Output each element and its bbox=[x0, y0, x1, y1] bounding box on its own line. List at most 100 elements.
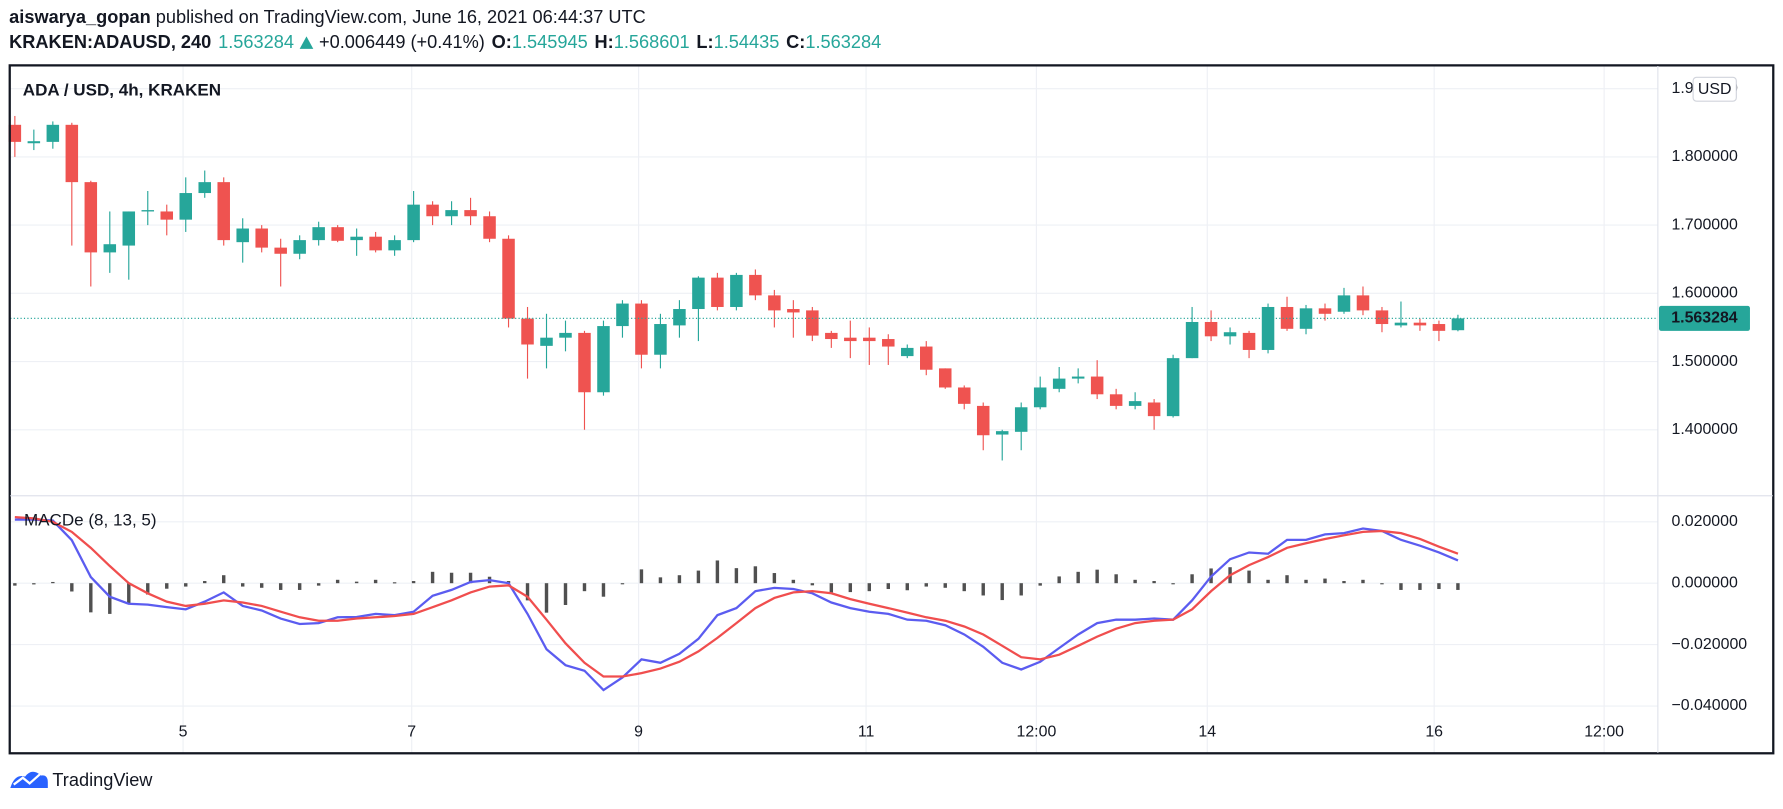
candle-body bbox=[141, 210, 155, 212]
l-label: L: bbox=[696, 32, 713, 52]
candle-body bbox=[350, 236, 363, 241]
histogram-bar bbox=[392, 582, 397, 584]
candle-body bbox=[483, 216, 496, 239]
histogram-bar bbox=[1285, 575, 1289, 584]
histogram-bar bbox=[1076, 571, 1080, 584]
histogram-bar bbox=[108, 583, 112, 614]
last-price: 1.563284 bbox=[218, 32, 294, 52]
candle-body bbox=[8, 124, 22, 142]
candle-body bbox=[1413, 322, 1427, 326]
histogram-bar bbox=[1038, 583, 1042, 586]
histogram-bar bbox=[981, 583, 985, 596]
histogram-bar bbox=[1190, 574, 1194, 584]
histogram-bar bbox=[620, 583, 625, 585]
histogram-bar bbox=[544, 583, 549, 613]
candle-body bbox=[901, 347, 914, 357]
histogram-bar bbox=[373, 579, 378, 584]
histogram-bar bbox=[1418, 583, 1422, 590]
c-label: C: bbox=[786, 32, 805, 52]
candle-body bbox=[957, 387, 971, 404]
chart-frame bbox=[8, 64, 1775, 755]
candle-body bbox=[844, 337, 857, 342]
candle-body bbox=[673, 309, 686, 326]
candle-body bbox=[920, 346, 933, 370]
candle-body bbox=[1052, 378, 1066, 389]
candle-body bbox=[1090, 376, 1104, 395]
symbol: KRAKEN:ADAUSD, 240 bbox=[9, 32, 211, 52]
candle-body bbox=[976, 405, 990, 436]
histogram-bar bbox=[1304, 579, 1308, 584]
histogram-bar bbox=[1133, 579, 1137, 584]
histogram-bar bbox=[734, 568, 739, 584]
currency-label: USD bbox=[1698, 81, 1732, 98]
macd-line bbox=[14, 515, 1459, 678]
candle-body bbox=[521, 318, 534, 345]
up-arrow-icon bbox=[299, 36, 314, 49]
candle-body bbox=[578, 332, 591, 393]
candle-body bbox=[122, 211, 136, 246]
last-price-label: 1.563284 bbox=[1671, 310, 1737, 327]
candle-body bbox=[597, 326, 610, 393]
histogram-bar bbox=[259, 583, 264, 588]
macd-line bbox=[14, 518, 1459, 692]
candle-body bbox=[1147, 402, 1161, 417]
histogram-bar bbox=[582, 583, 587, 592]
histogram-bar bbox=[962, 583, 966, 592]
histogram-bar bbox=[525, 583, 530, 601]
candle-body bbox=[882, 339, 895, 347]
histogram-bar bbox=[715, 560, 720, 584]
y-tick-label: 1.700000 bbox=[1672, 216, 1738, 233]
y-tick-label: 1.800000 bbox=[1672, 148, 1738, 165]
candle-body bbox=[559, 332, 572, 338]
histogram-bar bbox=[146, 583, 150, 595]
histogram-bar bbox=[1057, 576, 1061, 584]
h-label: H: bbox=[595, 32, 614, 52]
candle-body bbox=[825, 332, 838, 340]
histogram-bar bbox=[867, 583, 872, 592]
o-value: 1.545945 bbox=[512, 32, 588, 52]
histogram-bar bbox=[848, 583, 853, 593]
candle-body bbox=[84, 182, 98, 253]
histogram-bar bbox=[411, 581, 416, 584]
candle-body bbox=[1318, 308, 1332, 314]
histogram-bar bbox=[905, 583, 909, 591]
candle-body bbox=[1451, 318, 1465, 331]
histogram-bar bbox=[222, 575, 226, 584]
logo-line bbox=[13, 773, 41, 786]
candle-body bbox=[711, 277, 724, 307]
candle-body bbox=[730, 274, 743, 307]
author: aiswarya_gopan bbox=[9, 7, 151, 27]
histogram-bar bbox=[127, 583, 131, 604]
histogram-bar bbox=[563, 583, 568, 605]
candle-body bbox=[1356, 295, 1370, 311]
histogram-bar bbox=[696, 570, 701, 584]
y-tick-label: −0.020000 bbox=[1672, 636, 1748, 653]
candle-body bbox=[938, 368, 952, 388]
histogram-bar bbox=[51, 581, 55, 584]
candle-body bbox=[806, 310, 819, 336]
histogram-bar bbox=[810, 583, 815, 586]
x-tick-label: 7 bbox=[407, 723, 416, 740]
candle-body bbox=[1071, 376, 1085, 379]
l-value: 1.54435 bbox=[714, 32, 780, 52]
histogram-bar bbox=[70, 583, 74, 592]
candle-body bbox=[995, 431, 1009, 435]
histogram-bar bbox=[32, 583, 36, 585]
histogram-bar bbox=[1247, 570, 1251, 584]
candle-body bbox=[635, 303, 648, 355]
candle-body bbox=[103, 244, 117, 253]
y-tick-label: 1.600000 bbox=[1672, 285, 1738, 302]
y-tick-label: 1.500000 bbox=[1672, 353, 1738, 370]
histogram-bar bbox=[449, 572, 454, 584]
brand: TradingView bbox=[52, 770, 153, 790]
candle-body bbox=[445, 210, 458, 217]
published: published on TradingView.com, June 16, 2… bbox=[151, 7, 646, 27]
candle-body bbox=[27, 141, 41, 144]
currency-badge bbox=[1692, 76, 1737, 102]
histogram-bar bbox=[1095, 569, 1099, 584]
histogram-bar bbox=[658, 577, 663, 584]
histogram-bar bbox=[89, 583, 93, 613]
candle-body bbox=[768, 295, 781, 311]
